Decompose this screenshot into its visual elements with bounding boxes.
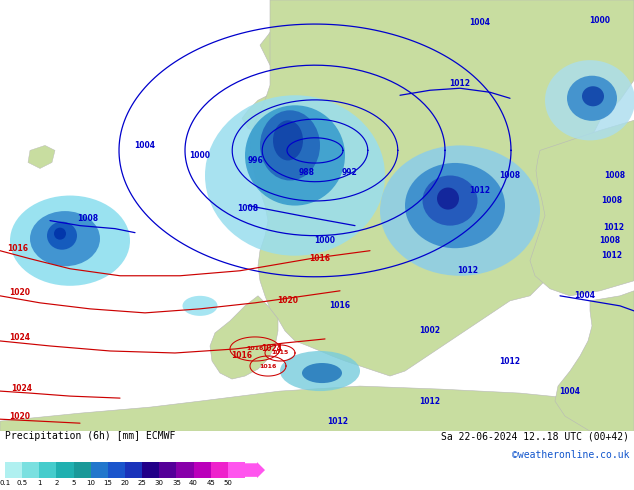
Text: 992: 992 xyxy=(342,168,358,177)
Text: 25: 25 xyxy=(138,480,146,486)
Bar xyxy=(108,462,125,478)
Bar xyxy=(56,462,74,478)
Text: 45: 45 xyxy=(206,480,215,486)
Text: 0.1: 0.1 xyxy=(0,480,11,486)
Text: 1024: 1024 xyxy=(11,384,32,392)
Text: 1016: 1016 xyxy=(8,244,29,253)
Ellipse shape xyxy=(280,351,360,391)
Ellipse shape xyxy=(30,211,100,266)
Bar xyxy=(210,462,228,478)
FancyArrow shape xyxy=(245,462,265,478)
Text: 1016: 1016 xyxy=(247,346,264,351)
Text: 1008: 1008 xyxy=(599,236,621,245)
Text: 1024: 1024 xyxy=(261,344,283,353)
Bar xyxy=(125,462,142,478)
Text: 1000: 1000 xyxy=(314,236,335,245)
Polygon shape xyxy=(260,0,350,90)
Text: 1012: 1012 xyxy=(420,396,441,406)
Text: 1012: 1012 xyxy=(602,251,623,260)
Text: 1: 1 xyxy=(37,480,42,486)
Text: 988: 988 xyxy=(299,168,315,177)
Ellipse shape xyxy=(273,121,303,160)
Text: 1008: 1008 xyxy=(77,214,98,223)
Bar xyxy=(91,462,108,478)
Bar xyxy=(5,462,22,478)
Polygon shape xyxy=(555,291,634,431)
Ellipse shape xyxy=(545,60,634,141)
Ellipse shape xyxy=(437,188,459,210)
Bar xyxy=(74,462,91,478)
Ellipse shape xyxy=(205,95,385,256)
Text: 35: 35 xyxy=(172,480,181,486)
Text: 1016: 1016 xyxy=(330,301,351,310)
Ellipse shape xyxy=(582,86,604,106)
Text: 1012: 1012 xyxy=(450,79,470,88)
Ellipse shape xyxy=(302,363,342,383)
Ellipse shape xyxy=(47,221,77,250)
Ellipse shape xyxy=(54,228,66,240)
Text: 1012: 1012 xyxy=(458,266,479,275)
Text: 1012: 1012 xyxy=(500,357,521,366)
Text: 1004: 1004 xyxy=(470,18,491,26)
Ellipse shape xyxy=(10,196,130,286)
Text: 1004: 1004 xyxy=(559,387,581,395)
Text: ©weatheronline.co.uk: ©weatheronline.co.uk xyxy=(512,450,629,460)
Bar xyxy=(39,462,56,478)
Text: 1008: 1008 xyxy=(500,171,521,180)
Text: 1020: 1020 xyxy=(10,412,30,420)
Ellipse shape xyxy=(380,146,540,276)
Text: 1015: 1015 xyxy=(271,350,288,355)
Text: 20: 20 xyxy=(120,480,129,486)
Ellipse shape xyxy=(567,76,617,121)
Polygon shape xyxy=(530,121,634,296)
Bar xyxy=(142,462,159,478)
Text: 1008: 1008 xyxy=(604,171,626,180)
Bar xyxy=(22,462,39,478)
Text: 1000: 1000 xyxy=(190,151,210,160)
Text: 5: 5 xyxy=(72,480,75,486)
Text: 1012: 1012 xyxy=(604,223,624,232)
Text: 30: 30 xyxy=(155,480,164,486)
Text: 2: 2 xyxy=(55,480,58,486)
Text: 1008: 1008 xyxy=(602,196,623,205)
Text: 1020: 1020 xyxy=(10,288,30,297)
Ellipse shape xyxy=(405,163,505,248)
Ellipse shape xyxy=(260,110,320,180)
Ellipse shape xyxy=(245,105,345,206)
Text: 50: 50 xyxy=(223,480,232,486)
Ellipse shape xyxy=(422,175,477,225)
Polygon shape xyxy=(250,0,634,376)
Text: 1024: 1024 xyxy=(10,333,30,343)
Text: 1016: 1016 xyxy=(259,364,276,368)
Text: Sa 22-06-2024 12..18 UTC (00+42): Sa 22-06-2024 12..18 UTC (00+42) xyxy=(441,431,629,441)
Ellipse shape xyxy=(183,296,217,316)
Text: Precipitation (6h) [mm] ECMWF: Precipitation (6h) [mm] ECMWF xyxy=(5,431,176,441)
Text: 15: 15 xyxy=(103,480,112,486)
Polygon shape xyxy=(28,146,55,169)
Bar xyxy=(159,462,176,478)
Text: 1004: 1004 xyxy=(134,141,155,150)
Text: 0.5: 0.5 xyxy=(16,480,28,486)
Text: 10: 10 xyxy=(86,480,95,486)
Polygon shape xyxy=(210,296,278,379)
Text: 1004: 1004 xyxy=(574,292,595,300)
Text: 1008: 1008 xyxy=(238,204,259,213)
Polygon shape xyxy=(0,386,634,431)
Text: 1012: 1012 xyxy=(328,416,349,426)
Text: 1000: 1000 xyxy=(590,16,611,24)
Text: 1016: 1016 xyxy=(231,351,252,361)
Text: 1016: 1016 xyxy=(309,254,330,263)
Bar xyxy=(193,462,210,478)
Text: 40: 40 xyxy=(189,480,198,486)
Text: 1002: 1002 xyxy=(420,326,441,336)
Text: 1012: 1012 xyxy=(470,186,491,195)
Text: 996: 996 xyxy=(247,156,263,165)
Polygon shape xyxy=(242,95,278,132)
Text: 1020: 1020 xyxy=(278,296,299,305)
Bar xyxy=(228,462,245,478)
Bar xyxy=(176,462,193,478)
